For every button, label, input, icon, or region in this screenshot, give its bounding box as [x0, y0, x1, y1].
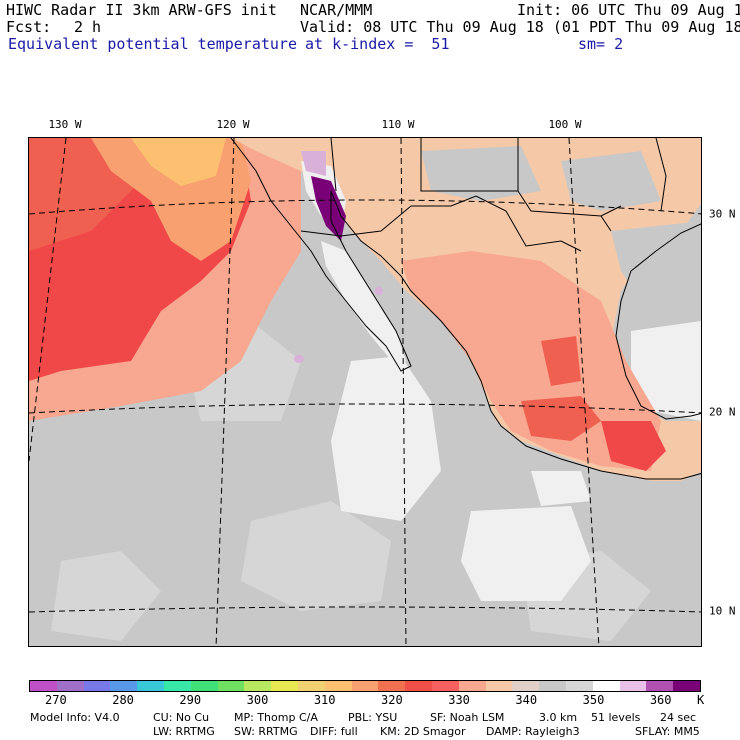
- colorbar-swatch: [190, 681, 218, 691]
- parallel-30n: [29, 199, 701, 215]
- map-canvas: [29, 138, 701, 646]
- mexico-hot-spot: [541, 336, 581, 386]
- mexico-hot-spot: [601, 421, 666, 471]
- info-sw: SW: RRTMG: [234, 725, 298, 738]
- lat-label-20n: 20 N: [709, 405, 736, 419]
- colorbar: [29, 680, 701, 692]
- colorbar-swatch: [539, 681, 566, 691]
- colorbar-tick-label: 340: [515, 693, 538, 707]
- colorbar-swatch: [137, 681, 164, 691]
- init-time: Init: 06 UTC Thu 09 Aug 18: [517, 1, 740, 19]
- lat-label-30n: 30 N: [709, 207, 736, 221]
- forecast-hour: 2 h: [74, 18, 102, 36]
- colorbar-swatch: [244, 681, 272, 691]
- organization-label: NCAR/MMM: [300, 1, 373, 19]
- colorbar-swatch: [431, 681, 459, 691]
- level-label: at k-index = 51: [305, 35, 450, 53]
- info-km: KM: 2D Smagor: [380, 725, 466, 738]
- white-patch: [631, 321, 701, 421]
- info-pbl: PBL: YSU: [348, 711, 398, 724]
- meridian-110w: [400, 138, 407, 646]
- colorbar-tick-label: 270: [45, 693, 67, 707]
- colorbar-tick-label: 310: [313, 693, 336, 707]
- lat-label-10n: 10 N: [709, 604, 736, 618]
- purple-maximum: [311, 176, 346, 241]
- info-resolution: 3.0 km: [539, 711, 578, 724]
- gray-patch: [421, 146, 541, 201]
- model-title: HIWC Radar II 3km ARW-GFS init: [6, 1, 277, 19]
- colorbar-tick-label: 300: [246, 693, 269, 707]
- colorbar-tick-label: 350: [582, 693, 605, 707]
- lon-label-130w: 130 W: [48, 118, 82, 131]
- light-purple-spot: [294, 355, 304, 363]
- colorbar-unit: K: [697, 693, 705, 707]
- smoothing-label: sm= 2: [578, 35, 624, 53]
- info-sflay: SFLAY: MM5: [635, 725, 700, 738]
- colorbar-swatch: [217, 681, 245, 691]
- colorbar-swatch: [673, 681, 700, 691]
- yellow-region: [131, 138, 226, 186]
- colorbar-tick-label: 330: [448, 693, 470, 707]
- colorbar-swatch: [646, 681, 674, 691]
- lon-label-100w: 100 W: [548, 118, 582, 131]
- gulf-coastline: [615, 223, 701, 420]
- parallel-20n: [29, 403, 701, 414]
- info-lw: LW: RRTMG: [153, 725, 215, 738]
- valid-time: Valid: 08 UTC Thu 09 Aug 18 (01 PDT Thu …: [300, 18, 740, 36]
- light-purple-patch: [301, 151, 326, 176]
- gray-patch: [561, 151, 661, 211]
- colorbar-tick-label: 360: [649, 693, 672, 707]
- meridian-130w: [29, 138, 67, 462]
- theta-e-map: [28, 137, 702, 647]
- gray-patch: [51, 551, 161, 641]
- light-purple-spot: [375, 287, 383, 295]
- info-damp: DAMP: Rayleigh3: [486, 725, 580, 738]
- white-patch: [531, 471, 591, 506]
- colorbar-swatch: [297, 681, 325, 691]
- white-patch: [331, 356, 441, 521]
- state-borders: [330, 138, 667, 232]
- lon-label-120w: 120 W: [216, 118, 250, 131]
- colorbar-swatch: [351, 681, 379, 691]
- colorbar-swatch: [56, 681, 84, 691]
- gulf-of-california: [321, 241, 406, 366]
- colorbar-swatch: [405, 681, 432, 691]
- colorbar-swatch: [271, 681, 298, 691]
- colorbar-swatch: [163, 681, 191, 691]
- graticule: [29, 138, 701, 646]
- white-patch: [461, 506, 591, 601]
- colorbar-tick-label: 320: [381, 693, 403, 707]
- lon-label-110w: 110 W: [381, 118, 415, 131]
- gulf-gray-region: [611, 221, 701, 311]
- colorbar-swatch: [592, 681, 620, 691]
- colorbar-swatch: [83, 681, 111, 691]
- meridian-100w: [568, 138, 600, 646]
- colorbar-swatch: [565, 681, 593, 691]
- parallel-10n: [29, 606, 701, 613]
- colorbar-swatch: [458, 681, 486, 691]
- gray-patch: [241, 501, 391, 611]
- colorbar-swatch: [485, 681, 513, 691]
- info-timestep: 24 sec: [660, 711, 697, 724]
- meridian-120w: [215, 138, 235, 646]
- colorbar-swatch: [512, 681, 540, 691]
- forecast-label: Fcst:: [6, 18, 52, 36]
- info-sf: SF: Noah LSM: [430, 711, 505, 724]
- colorbar-swatch: [30, 681, 57, 691]
- colorbar-tick-label: 280: [112, 693, 134, 707]
- info-cu: CU: No Cu: [153, 711, 210, 724]
- info-diff: DIFF: full: [310, 725, 358, 738]
- colorbar-swatch: [110, 681, 138, 691]
- colorbar-swatch: [324, 681, 352, 691]
- info-model: Model Info: V4.0: [30, 711, 120, 724]
- colorbar-tick-label: 290: [179, 693, 202, 707]
- colorbar-swatch: [378, 681, 406, 691]
- info-mp: MP: Thomp C/A: [234, 711, 318, 724]
- colorbar-swatch: [619, 681, 647, 691]
- coastline: [230, 138, 701, 480]
- field-name: Equivalent potential temperature: [8, 35, 297, 53]
- info-levels: 51 levels: [591, 711, 641, 724]
